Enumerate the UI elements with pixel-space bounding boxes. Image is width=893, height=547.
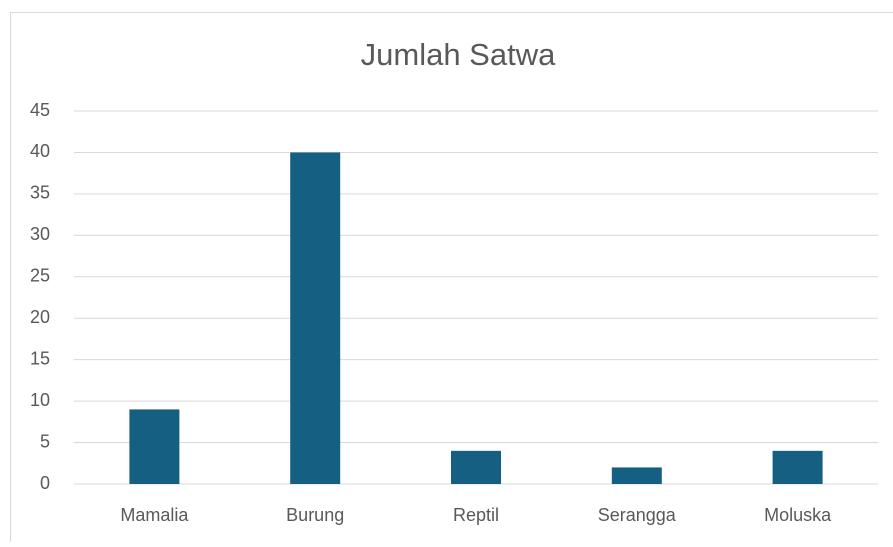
chart-title: Jumlah Satwa: [361, 37, 556, 72]
bar: [451, 451, 501, 484]
x-tick-label: Moluska: [764, 505, 832, 525]
y-tick-label: 15: [30, 348, 50, 368]
y-tick-label: 35: [30, 183, 50, 203]
bar: [612, 467, 662, 484]
y-tick-label: 20: [30, 307, 50, 327]
bar: [129, 409, 179, 484]
x-tick-label: Serangga: [598, 505, 677, 525]
y-tick-label: 5: [40, 431, 50, 451]
y-tick-label: 25: [30, 266, 50, 286]
y-tick-label: 10: [30, 390, 50, 410]
bar: [773, 451, 823, 484]
y-tick-label: 40: [30, 141, 50, 161]
x-tick-label: Burung: [286, 505, 344, 525]
y-tick-label: 30: [30, 224, 50, 244]
bar: [290, 152, 340, 484]
x-tick-label: Reptil: [453, 505, 499, 525]
y-tick-label: 0: [40, 473, 50, 493]
y-tick-label: 45: [30, 100, 50, 120]
x-tick-label: Mamalia: [120, 505, 189, 525]
